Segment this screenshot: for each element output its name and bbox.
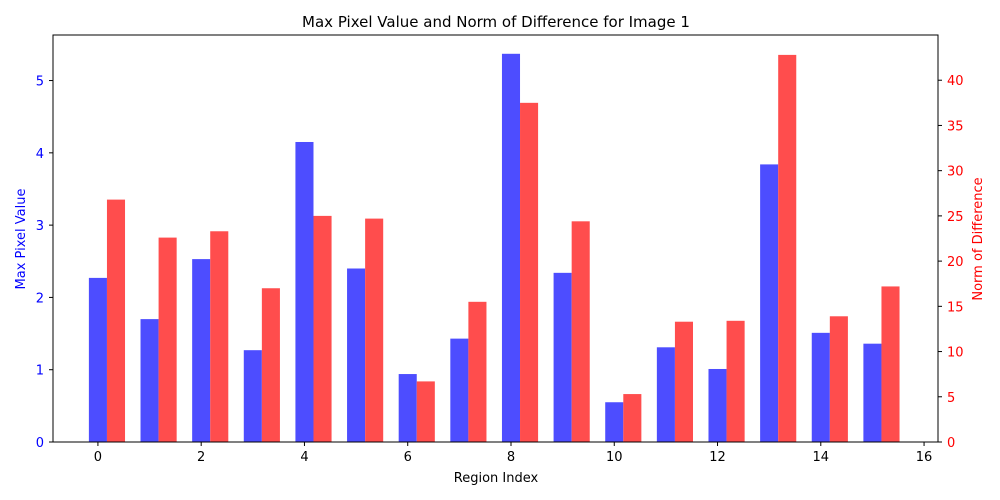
bar-norm-diff-15: [881, 286, 900, 442]
bar-max-pixel-11: [656, 347, 675, 442]
bar-norm-diff-3: [261, 288, 280, 442]
x-axis-title: Region Index: [454, 471, 539, 486]
x-tick-label: 6: [404, 450, 412, 465]
y-right-tick-label: 35: [947, 119, 964, 134]
y-left-tick-label: 5: [36, 75, 44, 90]
y-left-tick-label: 2: [36, 291, 44, 306]
bar-max-pixel-12: [708, 368, 727, 442]
y-axis-right: 0 5 10 15 20 25 30 35 40: [938, 74, 964, 451]
bar-norm-diff-10: [623, 394, 642, 442]
x-tick-label: 2: [197, 450, 205, 465]
bar-norm-diff-9: [571, 221, 590, 442]
x-tick-label: 16: [916, 450, 933, 465]
bar-norm-diff-2: [210, 231, 229, 442]
bar-max-pixel-3: [243, 350, 262, 442]
y-axis-left-title: Max Pixel Value: [14, 189, 29, 290]
bar-max-pixel-8: [501, 53, 521, 442]
bar-max-pixel-5: [347, 268, 366, 442]
bar-max-pixel-10: [605, 402, 624, 442]
x-axis: 0 2 4 6 8 10 12 14 16: [94, 442, 933, 465]
y-left-tick-label: 1: [36, 364, 44, 379]
bar-max-pixel-2: [192, 259, 211, 442]
y-right-tick-label: 15: [947, 300, 964, 315]
y-right-tick-label: 0: [947, 436, 955, 451]
chart-title: Max Pixel Value and Norm of Difference f…: [302, 13, 690, 31]
x-tick-label: 12: [709, 450, 726, 465]
y-left-tick-label: 0: [36, 436, 44, 451]
bar-max-pixel-0: [88, 277, 107, 442]
bar-max-pixel-15: [863, 343, 882, 442]
bar-norm-diff-7: [468, 301, 487, 442]
y-left-tick-label: 4: [36, 147, 44, 162]
bar-max-pixel-13: [760, 164, 779, 442]
y-right-tick-label: 10: [947, 346, 964, 361]
bar-norm-diff-13: [778, 54, 797, 443]
bar-norm-diff-14: [829, 316, 848, 442]
bar-max-pixel-6: [398, 374, 417, 442]
bar-norm-diff-1: [158, 237, 177, 442]
x-tick-label: 4: [300, 450, 308, 465]
y-axis-left: 0 1 2 3 4 5: [36, 75, 53, 451]
bar-norm-diff-11: [674, 321, 693, 442]
bar-max-pixel-1: [140, 319, 159, 442]
bar-max-pixel-14: [811, 332, 830, 442]
plot-frame: [52, 34, 939, 443]
x-tick-label: 14: [813, 450, 830, 465]
x-tick-label: 0: [94, 450, 102, 465]
bar-norm-diff-6: [416, 381, 435, 442]
y-axis-right-title: Norm of Difference: [971, 177, 986, 300]
bar-norm-diff-0: [106, 199, 126, 442]
y-right-tick-label: 30: [947, 165, 964, 180]
bar-norm-diff-4: [313, 215, 332, 442]
bar-max-pixel-7: [450, 338, 469, 442]
bar-norm-diff-12: [726, 320, 745, 442]
x-tick-label: 8: [507, 450, 515, 465]
y-right-tick-label: 5: [947, 391, 955, 406]
y-right-tick-label: 40: [947, 74, 964, 89]
y-left-tick-label: 3: [36, 219, 44, 234]
y-right-tick-label: 25: [947, 210, 964, 225]
x-tick-label: 10: [606, 450, 623, 465]
bar-norm-diff-8: [520, 102, 539, 442]
bars-group: [88, 53, 900, 443]
bar-max-pixel-9: [553, 272, 572, 442]
bar-max-pixel-4: [295, 141, 314, 442]
y-right-tick-label: 20: [947, 255, 964, 270]
bar-norm-diff-5: [365, 218, 384, 442]
